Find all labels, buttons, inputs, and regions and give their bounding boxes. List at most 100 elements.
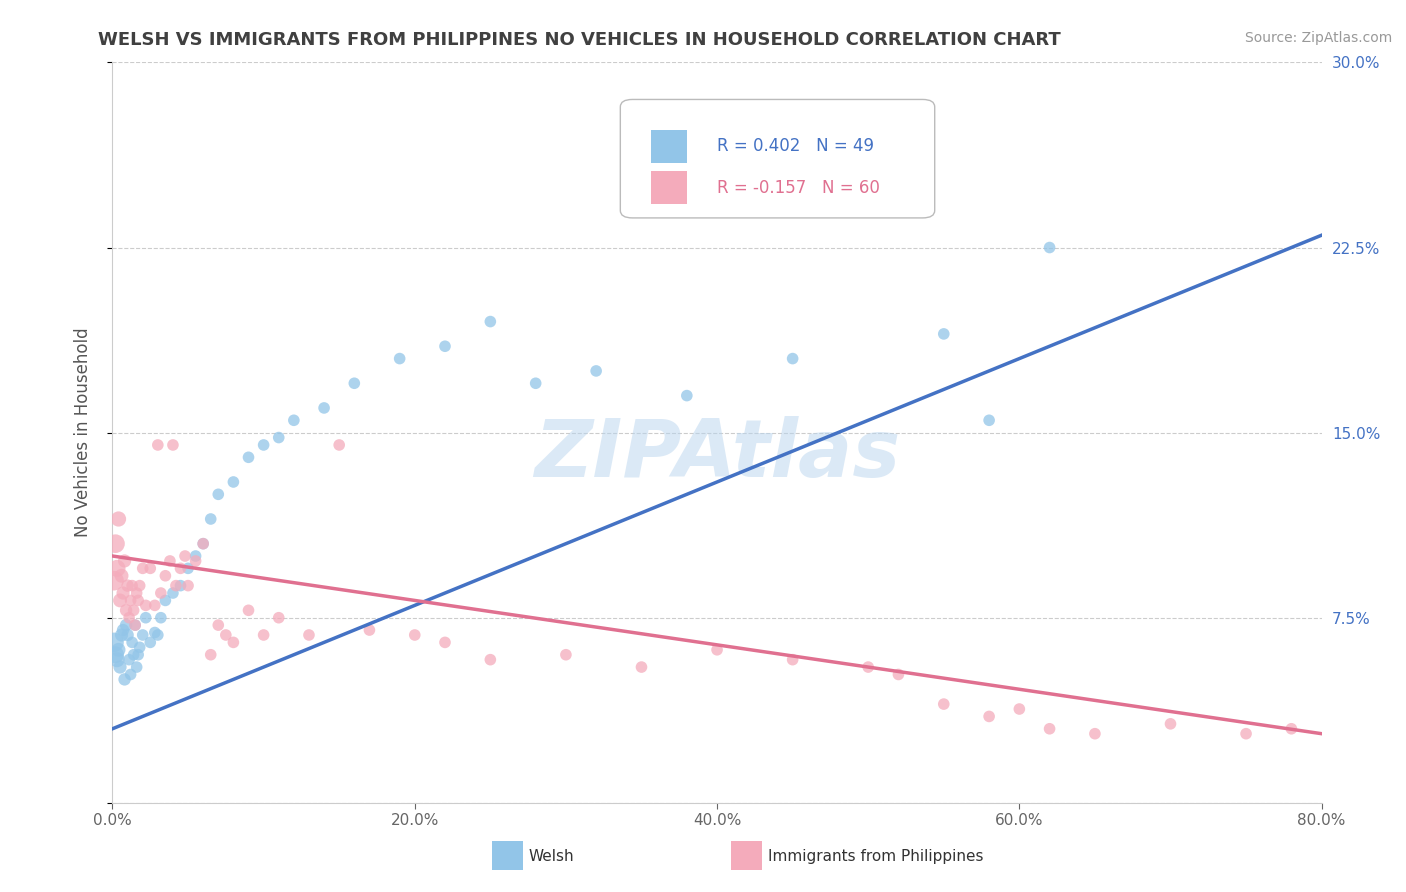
Point [314, 401, 336, 415]
Point [149, 586, 172, 600]
Point [159, 554, 181, 568]
Point [1008, 702, 1031, 716]
Point [124, 618, 146, 632]
Point [585, 364, 607, 378]
Point [146, 438, 169, 452]
Point [977, 413, 1000, 427]
Point [125, 586, 148, 600]
Point [433, 339, 456, 353]
Point [977, 709, 1000, 723]
Point [114, 673, 136, 687]
Point [107, 642, 129, 657]
Point [169, 579, 191, 593]
Point [118, 653, 141, 667]
Point [328, 438, 350, 452]
Point [267, 610, 290, 624]
Point [121, 579, 143, 593]
Text: Source: ZipAtlas.com: Source: ZipAtlas.com [1244, 31, 1392, 45]
Point [155, 593, 177, 607]
Point [675, 388, 697, 402]
Point [1159, 716, 1181, 731]
Point [932, 326, 955, 341]
Point [184, 554, 207, 568]
Point [105, 653, 128, 667]
Point [162, 438, 184, 452]
Point [103, 574, 125, 588]
Point [253, 628, 276, 642]
Point [887, 667, 910, 681]
Point [112, 586, 135, 600]
Point [143, 599, 166, 613]
Point [105, 561, 128, 575]
Text: ZIPAtlas: ZIPAtlas [534, 416, 900, 494]
Point [200, 648, 222, 662]
Point [479, 314, 502, 328]
Point [104, 648, 127, 662]
Point [1234, 727, 1257, 741]
Point [117, 579, 139, 593]
Point [191, 536, 214, 550]
Y-axis label: No Vehicles in Household: No Vehicles in Household [73, 327, 91, 538]
Point [104, 536, 127, 550]
Point [103, 635, 125, 649]
Point [115, 618, 138, 632]
Point [404, 628, 426, 642]
Point [1279, 722, 1302, 736]
Point [298, 628, 321, 642]
Point [191, 536, 214, 550]
Point [127, 648, 149, 662]
Point [117, 628, 139, 642]
Point [238, 450, 260, 465]
Point [149, 610, 172, 624]
Point [155, 568, 177, 582]
Point [125, 660, 148, 674]
Point [630, 660, 652, 674]
Point [253, 438, 276, 452]
Point [222, 635, 245, 649]
Point [128, 640, 150, 655]
Point [165, 579, 187, 593]
Point [524, 376, 547, 391]
Text: R = 0.402   N = 49: R = 0.402 N = 49 [717, 137, 875, 155]
Point [110, 568, 132, 582]
Point [856, 660, 880, 674]
Point [207, 487, 229, 501]
Text: R = -0.157   N = 60: R = -0.157 N = 60 [717, 178, 880, 197]
Point [143, 625, 166, 640]
Point [127, 593, 149, 607]
Point [122, 648, 145, 662]
Point [120, 593, 142, 607]
Point [184, 549, 207, 563]
Point [177, 579, 200, 593]
Point [114, 554, 136, 568]
Point [932, 697, 955, 711]
Point [706, 642, 728, 657]
Point [124, 618, 146, 632]
Point [121, 635, 143, 649]
Bar [651, 129, 686, 163]
Point [115, 603, 138, 617]
Point [139, 635, 162, 649]
Point [169, 561, 191, 575]
Point [222, 475, 245, 489]
Point [122, 603, 145, 617]
Point [120, 667, 142, 681]
Point [782, 653, 804, 667]
Point [128, 579, 150, 593]
Point [554, 648, 576, 662]
Point [388, 351, 411, 366]
Point [1038, 240, 1062, 255]
Point [238, 603, 260, 617]
Text: Welsh: Welsh [529, 849, 574, 863]
Point [207, 618, 229, 632]
Point [267, 431, 290, 445]
Point [433, 635, 456, 649]
Point [146, 628, 169, 642]
FancyBboxPatch shape [620, 99, 935, 218]
Point [132, 628, 155, 642]
Bar [651, 171, 686, 204]
Point [135, 610, 157, 624]
Point [283, 413, 305, 427]
Point [107, 512, 129, 526]
Point [108, 593, 131, 607]
